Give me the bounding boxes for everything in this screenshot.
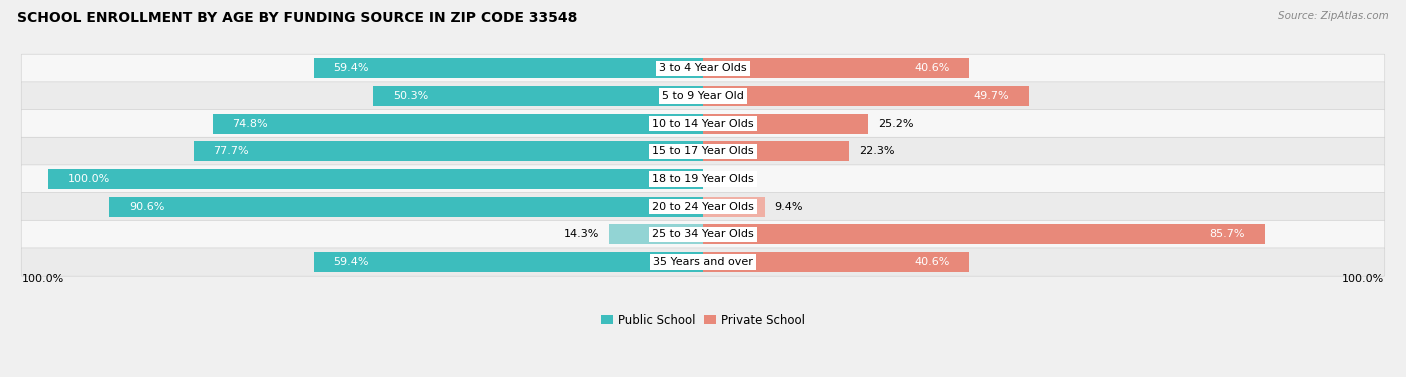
Bar: [703, 252, 969, 272]
Text: 35 Years and over: 35 Years and over: [652, 257, 754, 267]
Text: 25.2%: 25.2%: [877, 119, 914, 129]
FancyBboxPatch shape: [21, 137, 1385, 166]
Text: 15 to 17 Year Olds: 15 to 17 Year Olds: [652, 146, 754, 156]
Bar: [703, 58, 969, 78]
Text: 22.3%: 22.3%: [859, 146, 894, 156]
Text: 25 to 34 Year Olds: 25 to 34 Year Olds: [652, 229, 754, 239]
Text: 49.7%: 49.7%: [973, 91, 1010, 101]
Bar: [314, 252, 703, 272]
FancyBboxPatch shape: [21, 220, 1385, 248]
Text: 18 to 19 Year Olds: 18 to 19 Year Olds: [652, 174, 754, 184]
FancyBboxPatch shape: [21, 193, 1385, 221]
Text: 5 to 9 Year Old: 5 to 9 Year Old: [662, 91, 744, 101]
Text: 59.4%: 59.4%: [333, 63, 368, 73]
Text: 14.3%: 14.3%: [564, 229, 599, 239]
Bar: [194, 141, 703, 161]
Bar: [212, 114, 703, 133]
Bar: [374, 86, 703, 106]
Bar: [703, 224, 1264, 244]
FancyBboxPatch shape: [21, 165, 1385, 193]
Text: Source: ZipAtlas.com: Source: ZipAtlas.com: [1278, 11, 1389, 21]
Text: 77.7%: 77.7%: [214, 146, 249, 156]
Text: 40.6%: 40.6%: [914, 63, 949, 73]
Text: 20 to 24 Year Olds: 20 to 24 Year Olds: [652, 202, 754, 212]
Text: 59.4%: 59.4%: [333, 257, 368, 267]
Text: 74.8%: 74.8%: [232, 119, 269, 129]
Bar: [110, 197, 703, 217]
Text: 9.4%: 9.4%: [775, 202, 803, 212]
FancyBboxPatch shape: [21, 54, 1385, 83]
Text: 100.0%: 100.0%: [67, 174, 110, 184]
Bar: [703, 114, 868, 133]
Bar: [703, 86, 1029, 106]
FancyBboxPatch shape: [21, 82, 1385, 110]
Text: 3 to 4 Year Olds: 3 to 4 Year Olds: [659, 63, 747, 73]
Bar: [703, 141, 849, 161]
Text: 40.6%: 40.6%: [914, 257, 949, 267]
FancyBboxPatch shape: [21, 110, 1385, 138]
Bar: [609, 224, 703, 244]
Bar: [48, 169, 703, 189]
Text: 10 to 14 Year Olds: 10 to 14 Year Olds: [652, 119, 754, 129]
Text: 100.0%: 100.0%: [21, 274, 63, 284]
FancyBboxPatch shape: [21, 248, 1385, 276]
Text: SCHOOL ENROLLMENT BY AGE BY FUNDING SOURCE IN ZIP CODE 33548: SCHOOL ENROLLMENT BY AGE BY FUNDING SOUR…: [17, 11, 578, 25]
Text: 50.3%: 50.3%: [394, 91, 429, 101]
Bar: [703, 197, 765, 217]
Legend: Public School, Private School: Public School, Private School: [600, 314, 806, 326]
Bar: [314, 58, 703, 78]
Text: 90.6%: 90.6%: [129, 202, 165, 212]
Text: 100.0%: 100.0%: [1343, 274, 1385, 284]
Text: 85.7%: 85.7%: [1209, 229, 1244, 239]
